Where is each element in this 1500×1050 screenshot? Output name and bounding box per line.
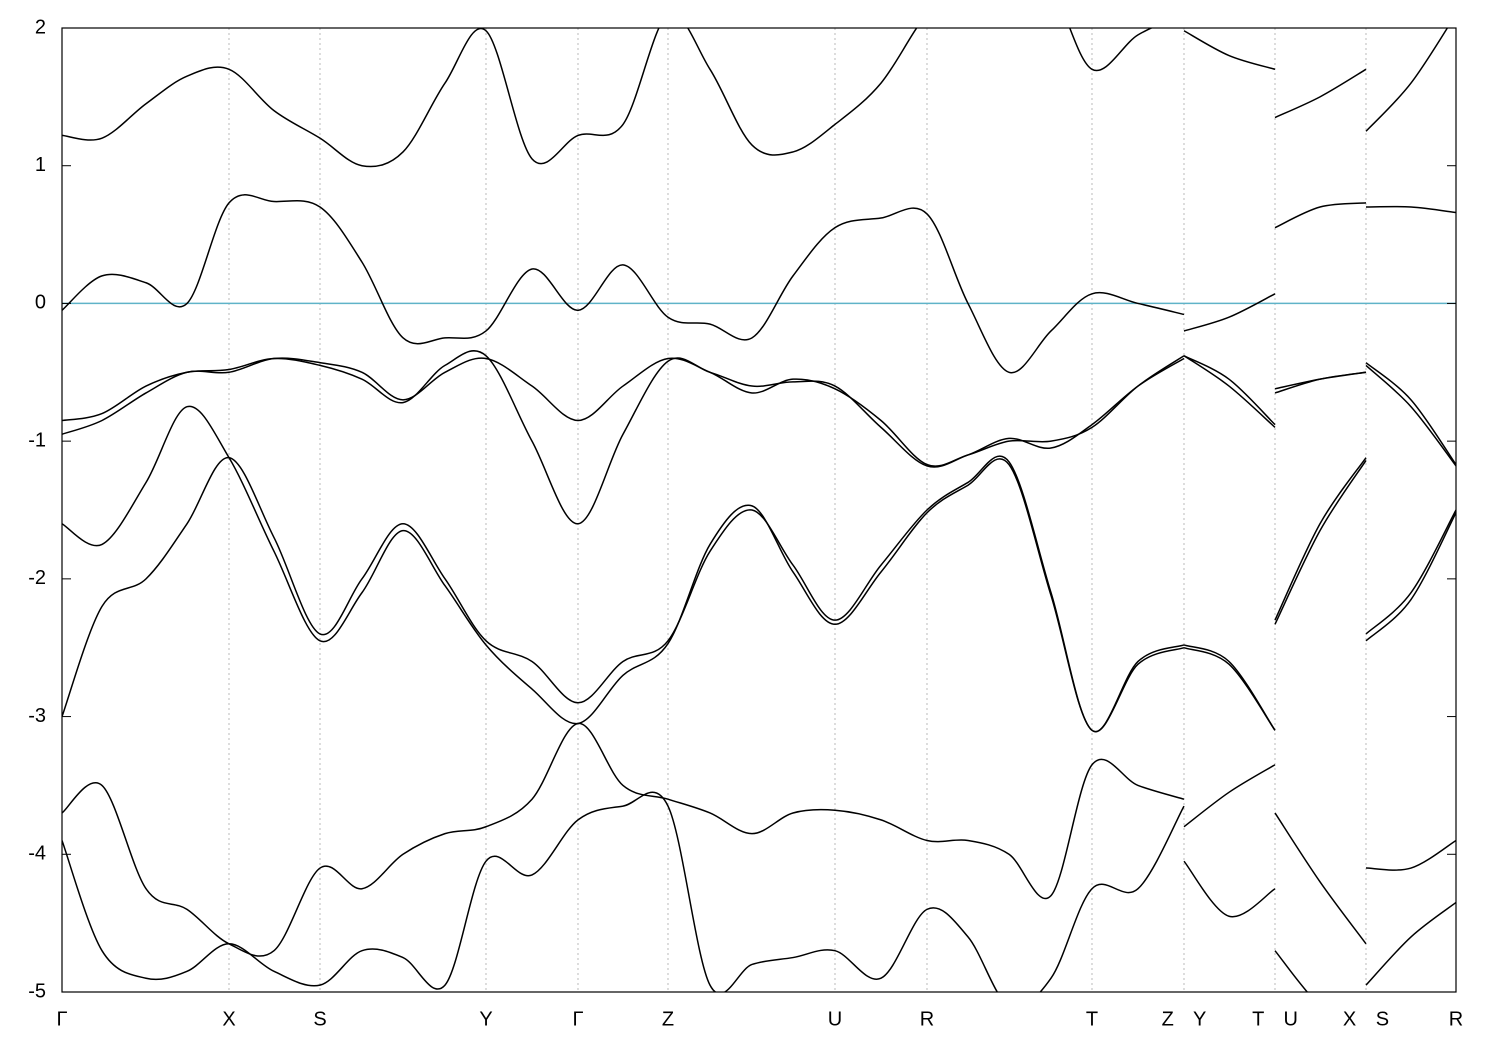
band-line xyxy=(62,350,1456,525)
band-line xyxy=(62,194,1456,374)
plot-area xyxy=(62,28,1456,992)
x-tick-label: Z Y xyxy=(1162,1008,1207,1030)
band-line xyxy=(62,455,1456,733)
x-tick-label: S xyxy=(313,1008,326,1030)
band-line xyxy=(62,405,1456,733)
y-tick-label: -4 xyxy=(28,843,46,865)
x-tick-label: Γ xyxy=(56,1008,67,1030)
x-tick-label: Y xyxy=(479,1008,492,1030)
axes: 2 1 0 -1 -2 -3 -4 -5 Γ X S Y Γ Z U R T Z Y T U X S R xyxy=(28,16,1463,1030)
y-tick-label: -5 xyxy=(28,980,46,1002)
x-tick-label: X xyxy=(222,1008,235,1030)
y-tick-label: -2 xyxy=(28,567,46,589)
band-line xyxy=(62,722,1456,957)
band-line xyxy=(62,791,1456,992)
x-tick-label: T U xyxy=(1252,1008,1298,1030)
x-tick-label: Z xyxy=(662,1008,674,1030)
y-tick-label: 0 xyxy=(35,292,46,314)
x-tick-label: X S xyxy=(1343,1008,1389,1030)
band-line xyxy=(62,28,1449,168)
x-tick-label: R xyxy=(920,1008,934,1030)
y-tick-label: 1 xyxy=(35,154,46,176)
y-tick-label: 2 xyxy=(35,16,46,38)
x-tick-label: U xyxy=(828,1008,842,1030)
x-tick-label: T xyxy=(1086,1008,1098,1030)
y-tick-label: -3 xyxy=(28,705,46,727)
x-tick-label: Γ xyxy=(572,1008,583,1030)
y-tick-label: -1 xyxy=(28,429,46,451)
frame xyxy=(61,27,1457,993)
band-line xyxy=(62,355,1456,467)
x-tick-label: R xyxy=(1449,1008,1463,1030)
